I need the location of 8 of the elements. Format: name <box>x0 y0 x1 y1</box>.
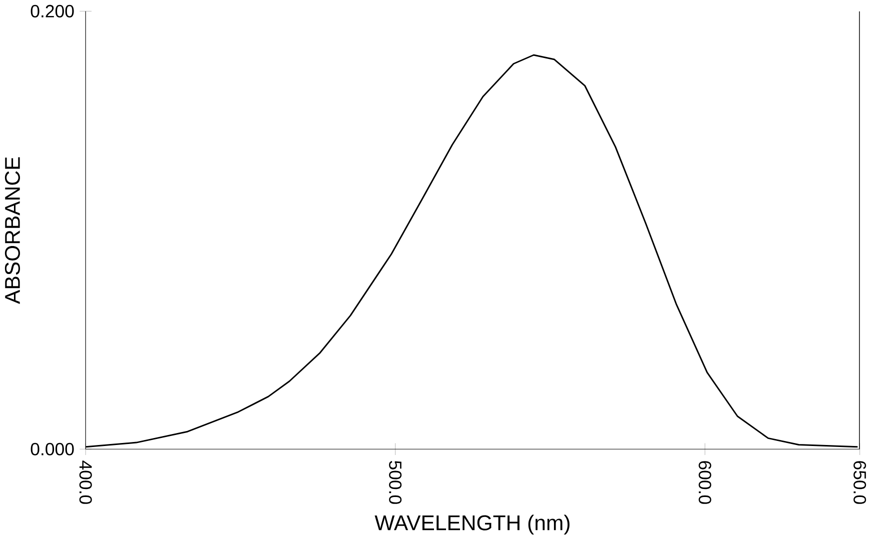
x-tick-label: 500.0 <box>389 460 402 504</box>
x-axis-title: WAVELENGTH (nm) <box>374 514 570 534</box>
x-tick-label: 650.0 <box>854 460 866 504</box>
y-tick-label: 0.200 <box>30 4 74 18</box>
x-tick-label: 600.0 <box>698 460 712 504</box>
y-tick-label: 0.000 <box>30 442 74 456</box>
x-tick-label: 400.0 <box>79 460 92 504</box>
y-axis-title: ABSORBANCE <box>4 156 20 304</box>
